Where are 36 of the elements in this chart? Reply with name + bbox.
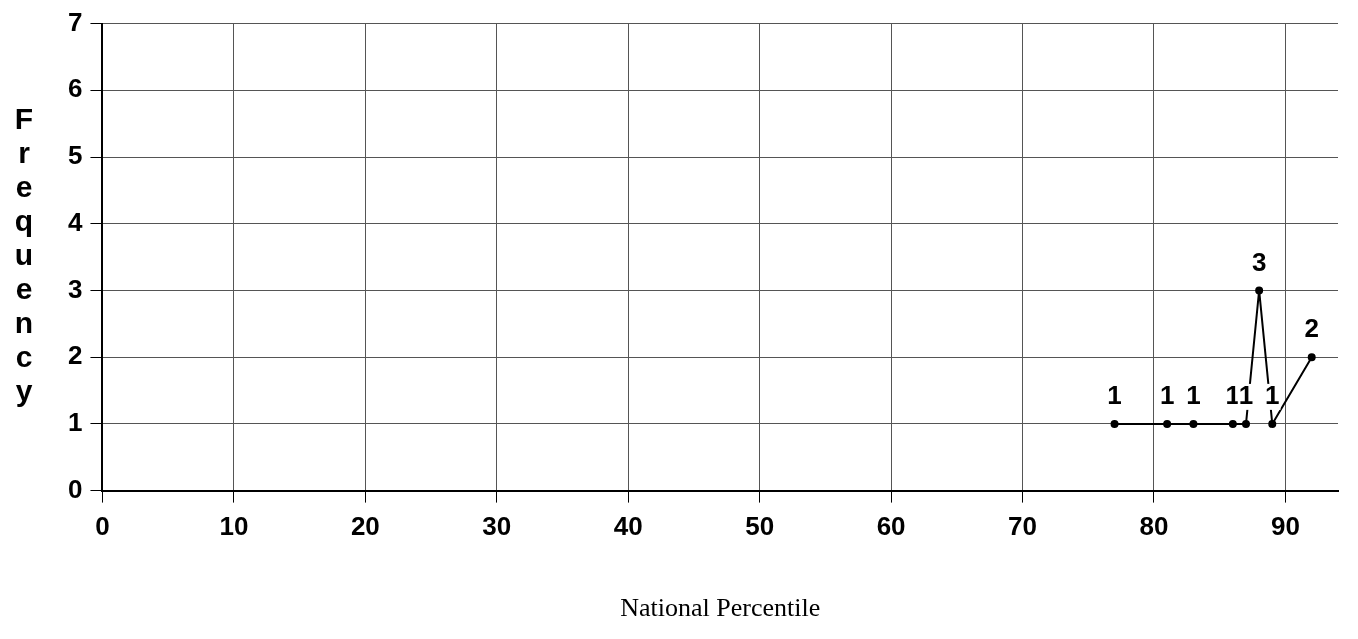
data-label: 1	[1186, 380, 1201, 411]
x-tick-label: 30	[482, 511, 512, 542]
y-tick-label: 3	[67, 273, 83, 304]
data-label: 1	[1238, 380, 1254, 411]
point	[1189, 419, 1198, 428]
x-tick-label: 50	[745, 511, 775, 542]
data-label: 1	[1225, 380, 1241, 411]
x-tick-label: 60	[876, 511, 906, 542]
point	[1268, 419, 1277, 428]
data-label: 1	[1107, 380, 1122, 411]
text: Frequency	[14, 102, 34, 408]
x-tick-label: 0	[95, 511, 110, 542]
x-axis-title: National Percentile	[620, 593, 821, 623]
data-label: 3	[1251, 246, 1267, 277]
y-tick-label: 5	[67, 140, 83, 171]
point	[1241, 419, 1250, 428]
x-tick-label: 10	[219, 511, 249, 542]
point	[1307, 353, 1316, 362]
point	[1163, 419, 1172, 428]
y-tick-label: 6	[67, 73, 83, 104]
y-tick-label: 4	[67, 206, 83, 237]
x-tick-label: 70	[1008, 511, 1037, 542]
y-tick-label: 0	[67, 473, 83, 504]
data-label: 1	[1159, 380, 1175, 411]
x-tick-label: 20	[350, 511, 380, 542]
x-tick-label: 80	[1139, 511, 1169, 542]
data-label: 2	[1304, 313, 1319, 344]
point	[1110, 419, 1119, 428]
y-tick-label: 1	[67, 407, 83, 438]
y-tick-label: 7	[67, 6, 83, 37]
x-tick-label: 90	[1270, 511, 1300, 542]
point	[1228, 419, 1237, 428]
y-tick-label: 2	[67, 340, 83, 371]
point	[1255, 286, 1264, 295]
x-tick-label: 40	[613, 511, 643, 542]
data-label: 1	[1265, 380, 1280, 411]
